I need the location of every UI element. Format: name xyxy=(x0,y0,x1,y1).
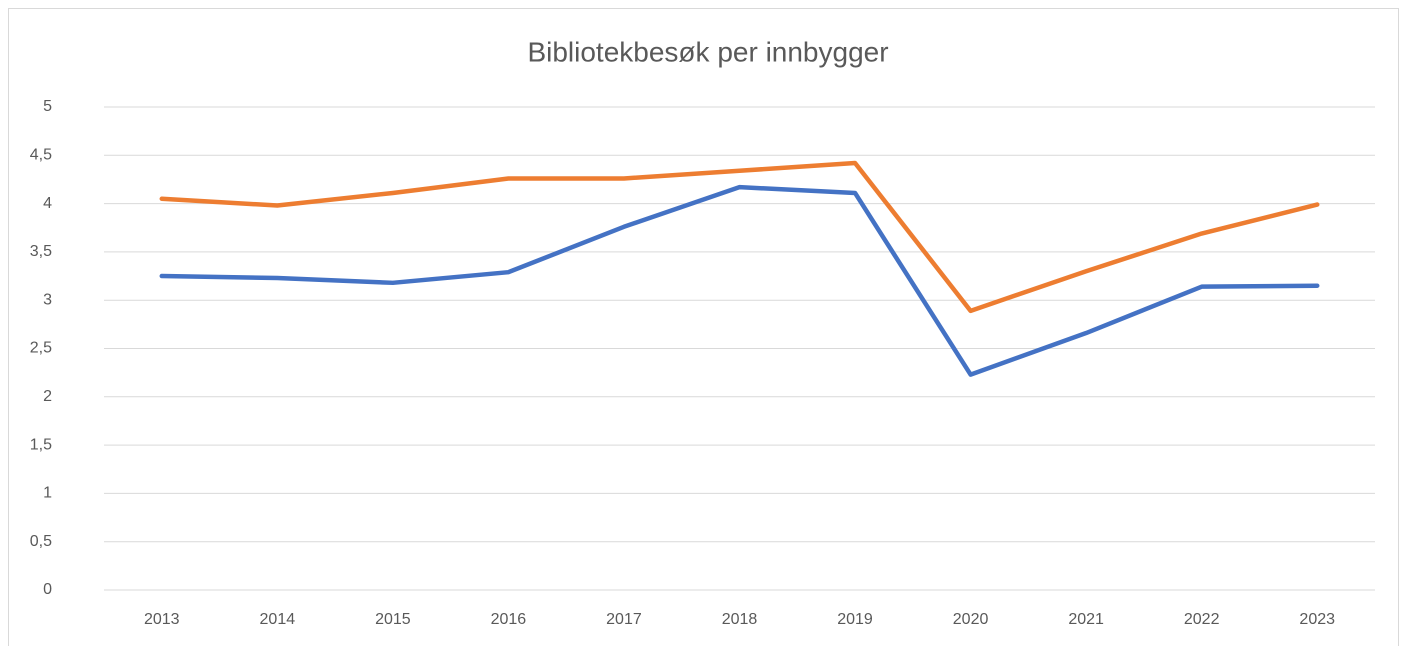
y-tick-label: 1,5 xyxy=(30,436,52,453)
x-tick-label: 2017 xyxy=(606,611,642,628)
x-tick-label: 2018 xyxy=(722,611,758,628)
y-tick-label: 5 xyxy=(43,98,52,115)
x-tick-label: 2014 xyxy=(260,611,296,628)
y-tick-label: 4,5 xyxy=(30,147,52,164)
y-tick-label: 4 xyxy=(43,195,52,212)
y-tick-label: 3,5 xyxy=(30,243,52,260)
y-tick-label: 3 xyxy=(43,291,52,308)
x-tick-label: 2013 xyxy=(144,611,180,628)
x-tick-label: 2015 xyxy=(375,611,411,628)
chart-border xyxy=(8,8,1399,646)
x-tick-label: 2019 xyxy=(837,611,873,628)
x-tick-label: 2021 xyxy=(1068,611,1104,628)
series-line xyxy=(159,184,1320,377)
y-tick-label: 1 xyxy=(43,485,52,502)
x-tick-label: 2022 xyxy=(1184,611,1220,628)
x-tick-label: 2020 xyxy=(953,611,989,628)
x-tick-label: 2016 xyxy=(491,611,527,628)
x-tick-label: 2023 xyxy=(1299,611,1335,628)
y-tick-label: 0,5 xyxy=(30,533,52,550)
y-tick-label: 0 xyxy=(43,581,52,598)
chart-title: Bibliotekbesøk per innbygger xyxy=(527,36,888,67)
y-tick-label: 2,5 xyxy=(30,340,52,357)
y-tick-label: 2 xyxy=(43,388,52,405)
series-line xyxy=(159,160,1320,314)
